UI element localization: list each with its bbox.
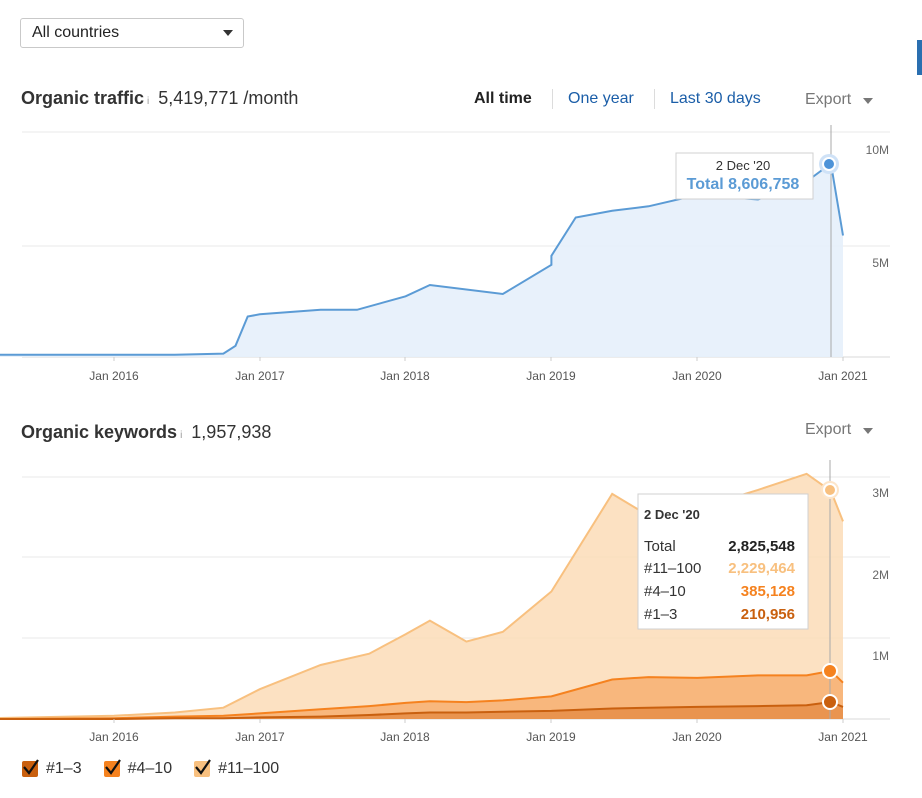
range-divider — [654, 89, 655, 109]
tooltip-date: 2 Dec '20 — [644, 507, 700, 522]
tooltip-row-value: 210,956 — [741, 606, 795, 623]
checkbox[interactable] — [22, 759, 39, 777]
range-divider — [552, 89, 553, 109]
traffic-chart[interactable]: 10M 5M Jan 2016 Jan 2017 Jan 2018 Jan 20… — [0, 125, 922, 390]
traffic-value: 5,419,771 /month — [158, 88, 299, 108]
y-tick-label: 2M — [872, 568, 889, 582]
y-tick-label: 1M — [872, 649, 889, 663]
checkbox[interactable] — [103, 759, 121, 777]
x-tick-label: Jan 2017 — [235, 369, 285, 383]
chevron-down-icon — [863, 428, 874, 434]
y-tick-label: 3M — [872, 486, 889, 500]
range-last-30-days[interactable]: Last 30 days — [670, 90, 761, 107]
legend-label: #4–10 — [127, 760, 173, 777]
tooltip-row-label: #11–100 — [644, 560, 701, 577]
hover-point-4-10 — [822, 663, 838, 679]
series-4-10-area — [0, 670, 843, 719]
series-11-100-area — [0, 473, 843, 719]
x-tick-label: Jan 2017 — [235, 730, 285, 744]
traffic-area — [0, 163, 843, 357]
x-tick-label: Jan 2016 — [89, 730, 139, 744]
range-one-year[interactable]: One year — [568, 90, 634, 107]
keywords-header: Organic keywords i 1,957,938 — [21, 422, 271, 443]
chevron-down-icon — [223, 30, 233, 36]
tooltip-row-label: #4–10 — [644, 583, 686, 600]
legend-item-1-3[interactable]: #1–3 — [22, 759, 82, 778]
traffic-header: Organic traffic i 5,419,771 /month — [21, 88, 298, 109]
y-tick-label: 5M — [872, 256, 889, 270]
legend-label: #11–100 — [218, 760, 280, 777]
info-icon[interactable]: i — [180, 430, 183, 441]
country-select[interactable]: All countries — [20, 18, 244, 48]
hover-point-1-3 — [822, 694, 838, 710]
x-tick-label: Jan 2021 — [818, 369, 868, 383]
checkbox[interactable] — [194, 759, 211, 777]
x-tick-label: Jan 2020 — [672, 369, 722, 383]
checkmark-icon — [104, 759, 121, 775]
x-tick-label: Jan 2020 — [672, 730, 722, 744]
info-icon[interactable]: i — [147, 96, 150, 107]
tooltip-row-value: 385,128 — [741, 583, 795, 600]
hover-point-11-100 — [823, 483, 837, 497]
y-tick-label: 10M — [866, 143, 889, 157]
tooltip-box — [675, 152, 814, 200]
hover-point — [822, 157, 836, 171]
traffic-title: Organic traffic — [21, 88, 145, 108]
keywords-value: 1,957,938 — [191, 422, 272, 442]
traffic-tooltip: 2 Dec '20 Total 8,606,758 — [675, 152, 814, 200]
checkmark-icon — [195, 759, 211, 775]
x-tick-label: Jan 2016 — [89, 369, 139, 383]
keywords-export-button[interactable]: Export — [805, 421, 874, 439]
x-tick-label: Jan 2018 — [380, 369, 430, 383]
series-11-100-line — [0, 472, 844, 720]
x-tick-label: Jan 2019 — [526, 369, 576, 383]
legend-item-11-100[interactable]: #11–100 — [194, 759, 280, 778]
checkmark-icon — [23, 759, 39, 775]
export-label: Export — [805, 91, 852, 108]
export-label: Export — [805, 421, 852, 438]
traffic-export-button[interactable]: Export — [805, 91, 874, 109]
chevron-down-icon — [863, 98, 874, 104]
legend-label: #1–3 — [46, 760, 82, 777]
tooltip-total: Total 8,606,758 — [687, 176, 800, 193]
tooltip-box — [637, 493, 809, 630]
tooltip-row-label: #1–3 — [644, 606, 677, 623]
country-select-value: All countries — [32, 24, 120, 41]
tooltip-row-value: 2,229,464 — [728, 560, 795, 577]
keywords-title: Organic keywords — [21, 422, 178, 442]
keywords-chart[interactable]: 3M 2M 1M Jan 2016 Jan 2017 Jan 2018 Jan … — [0, 460, 922, 750]
range-all-time[interactable]: All time — [474, 90, 532, 107]
x-tick-label: Jan 2019 — [526, 730, 576, 744]
tooltip-row-value: 2,825,548 — [728, 538, 795, 555]
keywords-legend: #1–3 #4–10 #11–100 — [22, 759, 280, 778]
x-tick-label: Jan 2021 — [818, 730, 868, 744]
series-1-3-area — [0, 702, 843, 719]
series-4-10-line — [0, 669, 844, 720]
keywords-tooltip: 2 Dec '20 Total 2,825,548 #11–100 2,229,… — [637, 493, 809, 630]
x-tick-label: Jan 2018 — [380, 730, 430, 744]
series-1-3-line — [0, 700, 844, 720]
tooltip-date: 2 Dec '20 — [716, 158, 771, 173]
legend-item-4-10[interactable]: #4–10 — [103, 759, 173, 778]
scrollbar-thumb[interactable] — [917, 40, 922, 75]
tooltip-row-label: Total — [644, 538, 676, 555]
